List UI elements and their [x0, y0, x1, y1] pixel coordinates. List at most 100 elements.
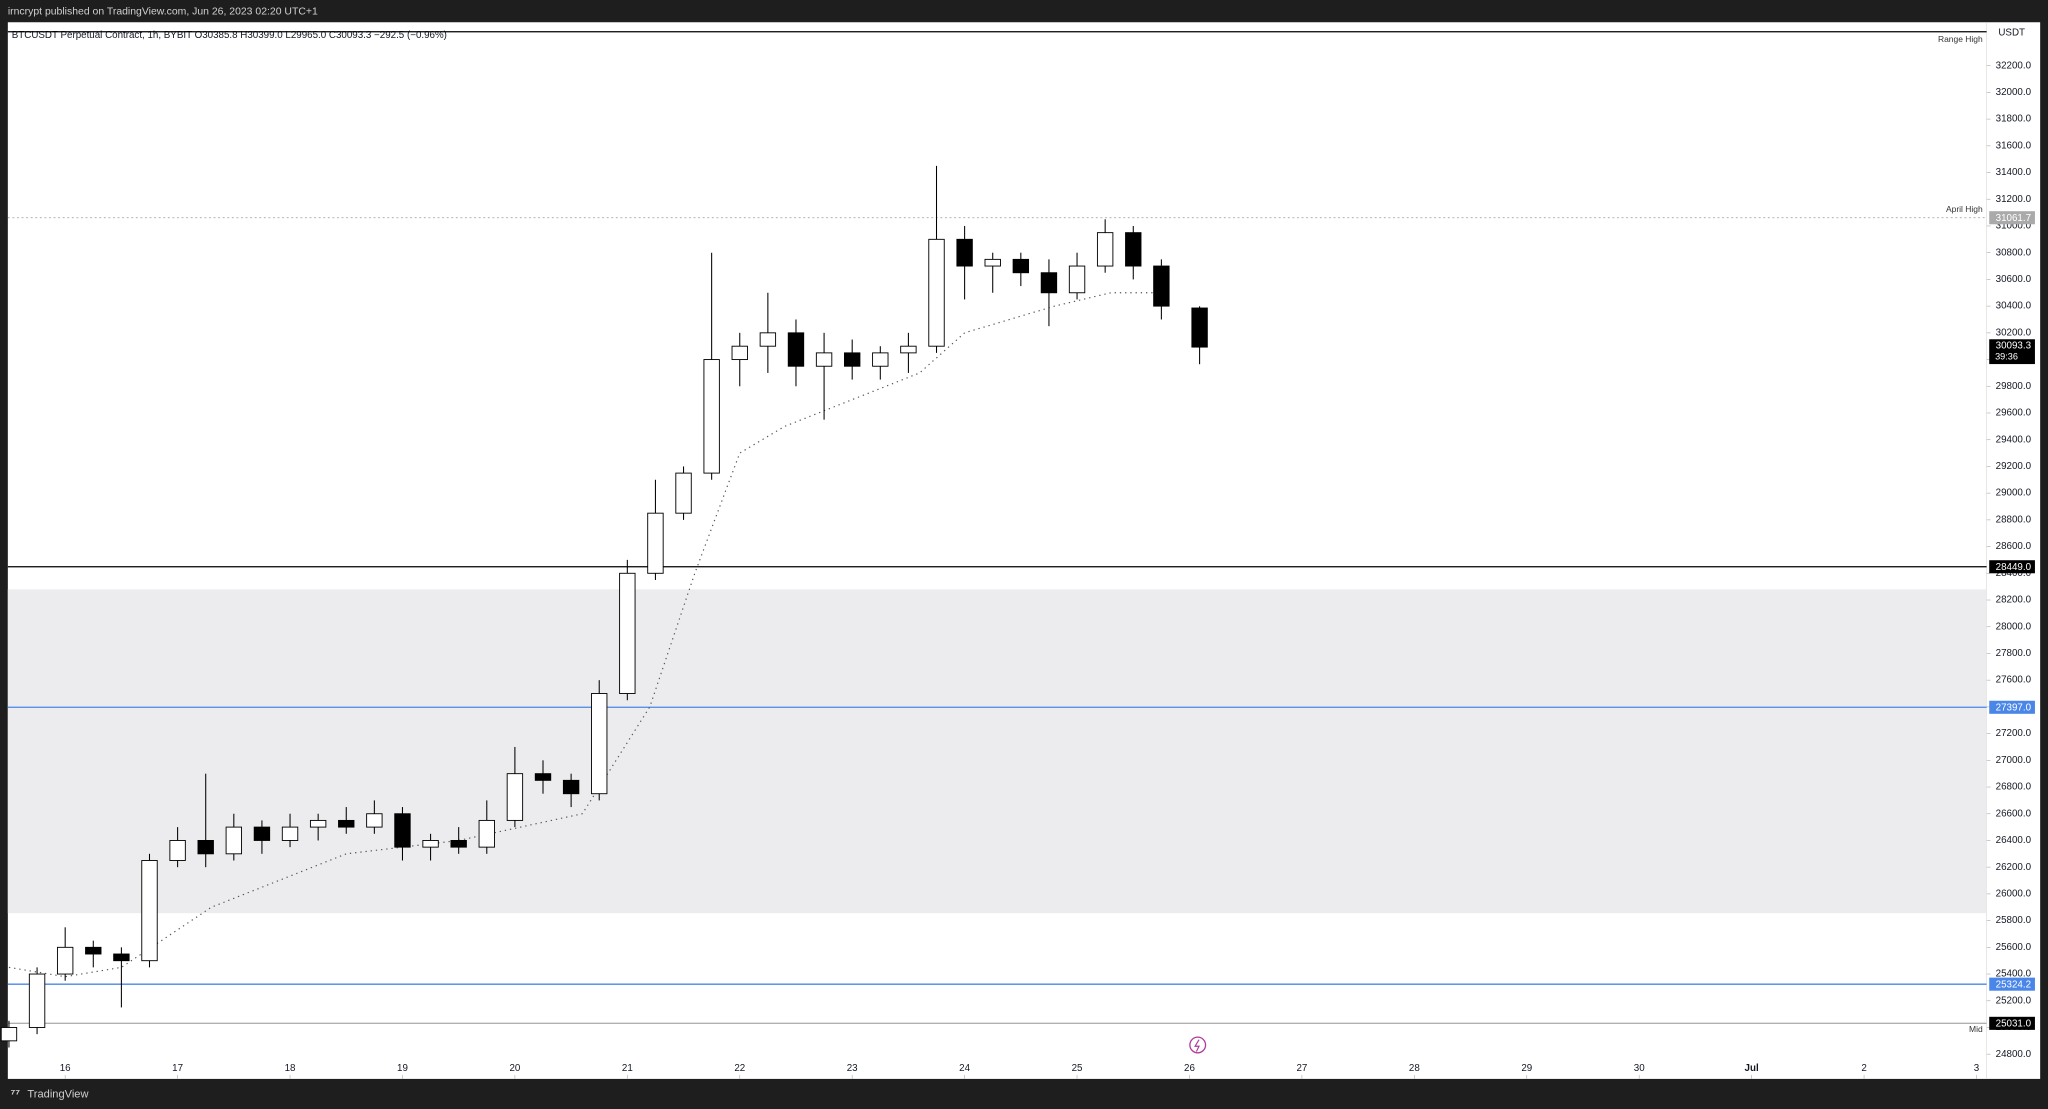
y-tick-label: 28400.0 [1996, 568, 2032, 579]
level-price-label: 31061.7 [1996, 213, 2031, 224]
candle [197, 773, 214, 868]
level-price-box [1989, 211, 2035, 225]
y-tick-label: 30400.0 [1996, 301, 2032, 312]
candle [844, 339, 861, 380]
level-price-label: 25031.0 [1996, 1019, 2032, 1030]
level-price-box [1989, 560, 2035, 574]
x-tick-label: 16 [60, 1063, 71, 1074]
candle [984, 252, 1001, 293]
lightning-icon[interactable] [1189, 1036, 1207, 1054]
y-tick-label: 30800.0 [1996, 247, 2032, 258]
candle-body [900, 345, 917, 354]
zone [7, 589, 1987, 914]
candle [0, 1020, 18, 1048]
currency-label: USDT [1998, 27, 2025, 38]
y-tick-label: 26000.0 [1996, 888, 2032, 899]
candle-body [703, 359, 720, 474]
y-tick-label: 29000.0 [1996, 488, 2032, 499]
x-tick-label: 26 [1184, 1063, 1195, 1074]
candle-body [1125, 232, 1142, 267]
icon-bolt[interactable] [1194, 1039, 1200, 1052]
header-text: irncrypt published on TradingView.com, J… [8, 7, 318, 18]
candle [731, 332, 748, 387]
y-tick-label: 27600.0 [1996, 675, 2032, 686]
footer: ⁷⁷ TradingView [10, 1088, 89, 1101]
candle-body [619, 572, 636, 694]
candle [787, 319, 805, 387]
vwap-line [8, 292, 1156, 978]
x-tick-label: 28 [1409, 1063, 1420, 1074]
y-tick-label: 29400.0 [1996, 434, 2032, 445]
candle-body [1096, 232, 1114, 267]
candle [253, 820, 271, 854]
candle-body [56, 946, 74, 975]
candle-body [113, 953, 130, 962]
x-tick-label: 21 [622, 1063, 633, 1074]
y-tick-label: 28800.0 [1996, 514, 2032, 525]
candle-body [422, 840, 439, 848]
candle-body [928, 238, 945, 347]
candle-body [1153, 265, 1170, 307]
y-tick-label: 32000.0 [1996, 87, 2032, 98]
candle-body [506, 773, 524, 821]
candle-body [309, 819, 327, 828]
candle [900, 332, 917, 373]
candle [956, 225, 973, 300]
icon-circle[interactable] [1189, 1036, 1207, 1054]
x-tick-label: 27 [1296, 1063, 1307, 1074]
candle [591, 680, 608, 801]
candle-body [591, 693, 608, 795]
x-tick-label: 17 [172, 1063, 183, 1074]
candle [28, 967, 46, 1035]
y-tick-label: 29600.0 [1996, 408, 2032, 419]
candle-body [28, 973, 46, 1028]
y-tick-label: 29200.0 [1996, 461, 2032, 472]
candle-body [253, 826, 271, 841]
level-price-box [1989, 1016, 2035, 1030]
x-tick-label: 20 [509, 1063, 520, 1074]
candle [394, 807, 411, 861]
x-tick-label: 22 [734, 1063, 745, 1074]
x-tick-label: 23 [847, 1063, 858, 1074]
x-tick-label: 25 [1072, 1063, 1083, 1074]
y-tick-label: 31600.0 [1996, 140, 2032, 151]
candle [534, 760, 552, 794]
y-tick-label: 26800.0 [1996, 782, 2032, 793]
candle [1012, 252, 1030, 287]
level-name: Range High [1938, 34, 1983, 44]
candle-body [1191, 307, 1208, 348]
candle-body [338, 819, 355, 828]
candle [85, 940, 102, 968]
x-tick-label: 3 [1974, 1063, 1980, 1074]
candle [1096, 219, 1114, 273]
candle [1125, 225, 1142, 280]
candle-body [956, 238, 973, 267]
y-tick-label: 26200.0 [1996, 862, 2032, 873]
candle [1068, 252, 1086, 300]
x-tick-label: 24 [959, 1063, 970, 1074]
candle [450, 827, 467, 854]
candle-body [534, 773, 552, 781]
y-tick-label: 29800.0 [1996, 381, 2032, 392]
level-price-box [1989, 977, 2035, 991]
candle-body [759, 332, 777, 347]
candle [113, 947, 130, 1008]
y-tick-label: 30600.0 [1996, 274, 2032, 285]
symbol-info: BTCUSDT Perpetual Contract, 1h, BYBIT O3… [12, 30, 447, 41]
candle [366, 800, 383, 834]
last-price-box [1989, 339, 2035, 365]
candle-body [1068, 265, 1086, 294]
candle-body [1040, 272, 1058, 294]
level-name: Mid [1969, 1024, 1983, 1034]
y-tick-label: 28200.0 [1996, 595, 2032, 606]
candle-body [647, 512, 664, 574]
level-name: April High [1946, 204, 1983, 214]
level-price-label: 28449.0 [1996, 562, 2032, 573]
candle [872, 346, 889, 380]
y-tick-label: 24800.0 [1996, 1049, 2032, 1060]
candle-body [562, 779, 580, 795]
y-tick-label: 27000.0 [1996, 755, 2032, 766]
candle [422, 833, 439, 861]
